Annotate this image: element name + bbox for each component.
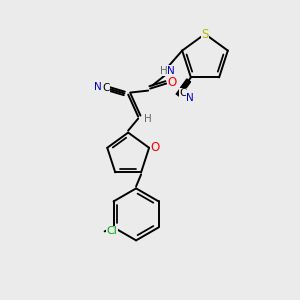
- Text: Cl: Cl: [106, 226, 117, 236]
- Text: H: H: [160, 66, 168, 76]
- Text: C: C: [179, 88, 187, 98]
- Text: O: O: [167, 76, 177, 89]
- Text: O: O: [151, 141, 160, 154]
- Text: H: H: [144, 114, 152, 124]
- Text: N: N: [94, 82, 102, 92]
- Text: C: C: [102, 83, 110, 93]
- Text: N: N: [167, 66, 175, 76]
- Text: N: N: [186, 93, 194, 103]
- Text: S: S: [201, 28, 209, 40]
